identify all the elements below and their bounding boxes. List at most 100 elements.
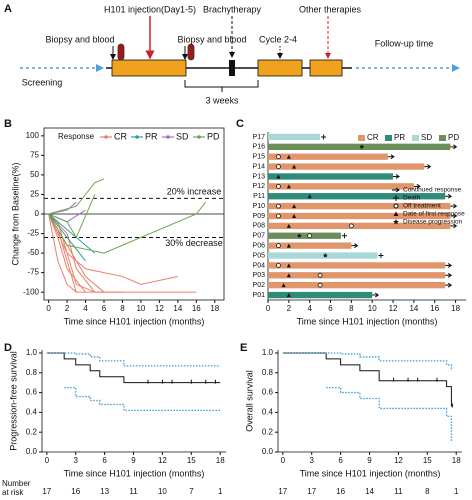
- response-line: [48, 201, 77, 215]
- legend-symbol: [393, 211, 399, 216]
- y-tick-label: 0.4: [26, 407, 38, 416]
- duration-bar: [268, 232, 341, 239]
- response-line: [48, 201, 206, 254]
- y-tick-label: P11: [253, 193, 265, 200]
- x-tick-label: 9: [367, 456, 372, 465]
- response-line: [48, 213, 178, 285]
- off-treatment: [317, 272, 323, 278]
- x-tick-label: 10: [136, 304, 145, 313]
- off-treatment: [276, 154, 281, 160]
- off-treatment: [348, 223, 354, 229]
- x-tick-label: 14: [173, 304, 182, 313]
- risk-count: 14: [365, 487, 374, 496]
- risk-count: 8: [425, 487, 430, 496]
- x-axis-label: Time since H101 injection (months): [297, 316, 438, 326]
- risk-count: 13: [100, 487, 109, 496]
- first-response: [276, 174, 281, 179]
- y-tick-label: P12: [253, 183, 266, 190]
- progression: [359, 144, 365, 149]
- survival-curve: [326, 386, 453, 443]
- risk-count: 11: [129, 487, 138, 496]
- y-tick-label: 0.6: [262, 388, 274, 397]
- duration-bar: [268, 173, 394, 180]
- first-response: [286, 223, 291, 228]
- risk-label: Number: [2, 479, 31, 488]
- legend-label: Date of first response: [403, 211, 465, 218]
- first-response: [292, 204, 297, 209]
- blood-tube: [187, 43, 195, 61]
- first-response: [292, 164, 297, 169]
- legend-label: CR: [367, 133, 379, 142]
- response-line: [48, 213, 77, 293]
- arrow-head: [452, 64, 460, 72]
- first-response: [307, 194, 312, 199]
- risk-count: 11: [394, 487, 403, 496]
- biopsy-label: Biopsy and blood: [45, 34, 114, 44]
- y-tick-label: 0.0: [26, 447, 38, 456]
- x-tick-label: 8: [120, 304, 125, 313]
- risk-count: 7: [189, 487, 194, 496]
- y-axis-label: Change from Baseline(%): [10, 162, 20, 265]
- risk-count: 1: [218, 487, 223, 496]
- duration-bar: [268, 153, 388, 160]
- off-treatment: [276, 183, 281, 189]
- y-tick-label: P15: [253, 154, 266, 161]
- other-label: Other therapies: [299, 4, 362, 14]
- duration-bar: [268, 272, 446, 279]
- x-tick-label: 16: [430, 304, 439, 313]
- legend-label: SD: [421, 133, 432, 142]
- response-line: [48, 213, 197, 293]
- x-tick-label: 16: [192, 304, 201, 313]
- y-tick-label: 0.6: [26, 388, 38, 397]
- y-tick-label: 50: [30, 170, 39, 179]
- first-response: [281, 283, 286, 288]
- legend-label: CR: [114, 131, 127, 141]
- x-tick-label: 18: [451, 304, 460, 313]
- y-tick-label: P17: [253, 134, 266, 141]
- legend-symbol: [393, 219, 399, 225]
- treatment-block: [257, 59, 303, 77]
- y-tick-label: -50: [27, 248, 39, 257]
- continued-arrow: [372, 292, 380, 298]
- continued-arrow: [450, 144, 458, 150]
- x-axis-label: Time since H101 injection (months): [64, 316, 205, 326]
- x-tick-label: 8: [349, 304, 354, 313]
- legend-marker: [135, 135, 139, 139]
- x-tick-label: 10: [368, 304, 377, 313]
- y-tick-label: 0.0: [262, 447, 274, 456]
- continued-arrow: [445, 193, 453, 199]
- duration-bar: [268, 242, 352, 249]
- y-axis-label: Progression-free survival: [8, 351, 18, 451]
- y-tick-label: 1.0: [26, 348, 38, 357]
- off-treatment: [276, 164, 281, 169]
- legend-label: Disease progression: [403, 219, 463, 226]
- panel-letter: D: [4, 342, 12, 354]
- duration-bar: [268, 252, 378, 259]
- death-mark: [341, 233, 347, 239]
- duration-bar: [268, 143, 451, 150]
- y-tick-label: -100: [23, 287, 40, 296]
- death-mark: [378, 253, 384, 259]
- first-response: [286, 154, 291, 159]
- panel-letter: A: [4, 3, 12, 15]
- legend-label: Death: [403, 195, 421, 202]
- response-line: [48, 178, 105, 215]
- legend-swatch: [439, 135, 446, 141]
- risk-count: 17: [307, 487, 316, 496]
- screening-label: Screening: [22, 77, 63, 87]
- x-tick-label: 6: [102, 456, 107, 465]
- legend-label: PR: [394, 133, 405, 142]
- legend-swatch: [358, 135, 365, 141]
- first-response: [286, 184, 291, 189]
- x-tick-label: 3: [73, 456, 78, 465]
- first-response: [286, 243, 291, 248]
- y-tick-label: P16: [253, 144, 266, 151]
- continued-arrow: [445, 272, 453, 278]
- x-tick-label: 0: [46, 304, 51, 313]
- y-tick-label: P09: [253, 213, 266, 220]
- risk-count: 17: [42, 487, 51, 496]
- y-tick-label: 0.4: [262, 407, 274, 416]
- x-tick-label: 12: [389, 304, 398, 313]
- duration-bar: [268, 212, 451, 220]
- reference-label: 20% increase: [167, 187, 222, 197]
